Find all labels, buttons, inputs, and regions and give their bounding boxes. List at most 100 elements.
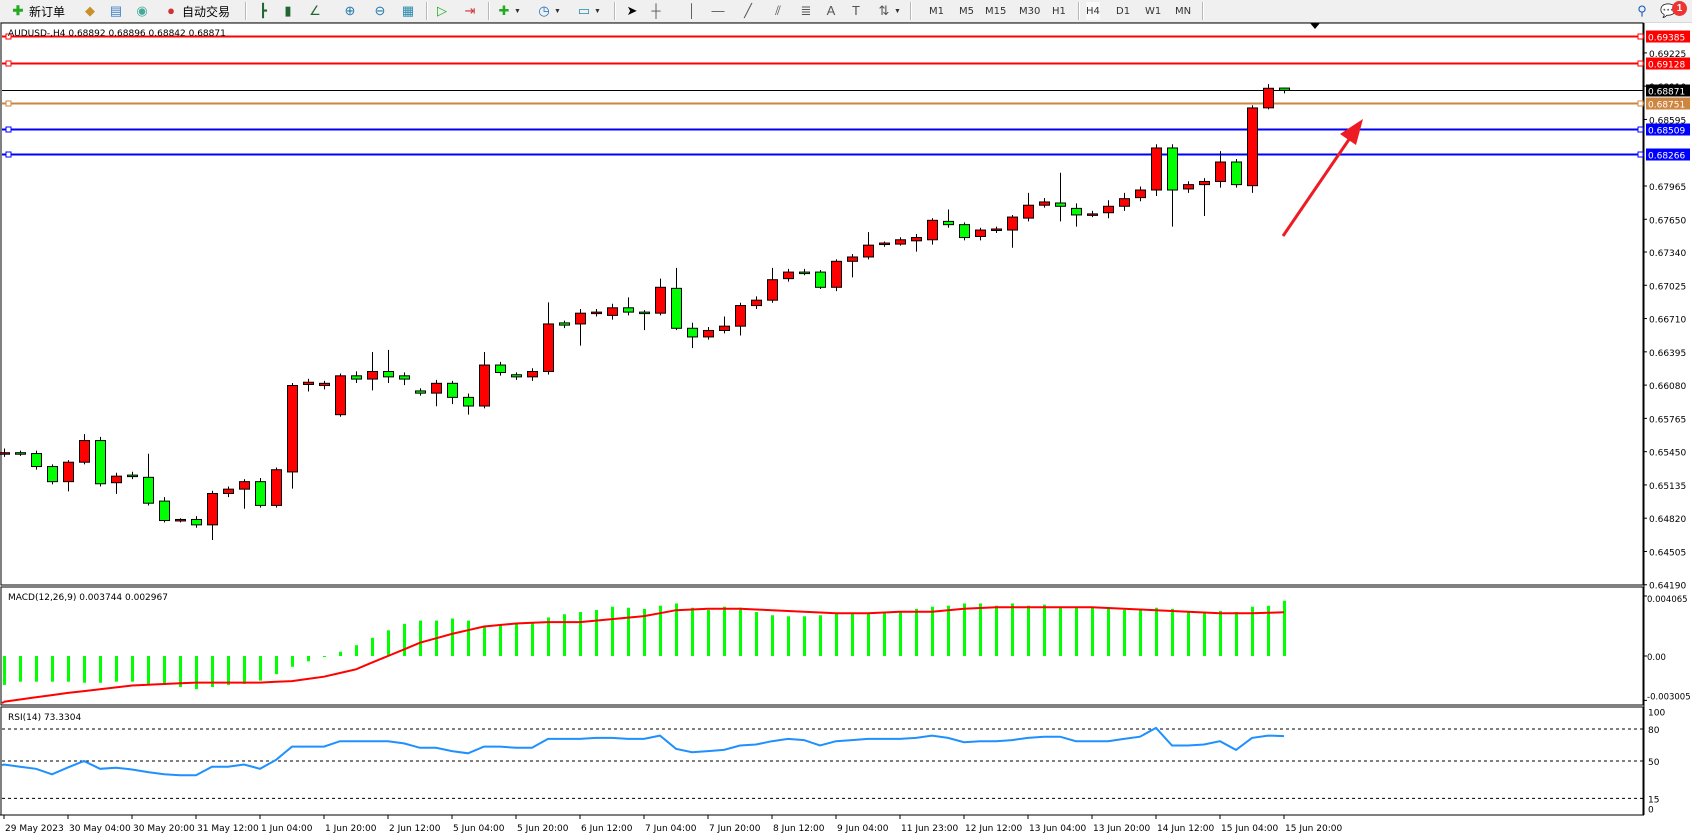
auto-trading-button[interactable]: ● 自动交易 [163,2,230,20]
candlestick-icon: ▮ [284,3,292,18]
macd-histogram-bar [851,613,854,656]
candle-bull [831,260,842,288]
candle-bull [991,228,1002,231]
chart-shift-marker-icon[interactable] [1310,23,1320,29]
candle-bull [1199,180,1210,186]
crosshair-button[interactable]: ┼ [648,2,664,20]
time-tick-label: 8 Jun 12:00 [773,824,825,834]
timeframe-m30[interactable]: M30 [1019,5,1041,17]
macd-signal-line [1,700,5,705]
candle-bull [751,299,762,307]
level-handle[interactable] [1637,100,1644,107]
new-order-button[interactable]: ✚ 新订单 [10,2,65,20]
vertical-line-button[interactable]: │ [684,2,700,20]
line-chart-button[interactable]: ∠ [307,2,323,20]
candle-bull [863,244,874,258]
main-pane[interactable] [0,22,1644,586]
candle-bull [719,325,730,331]
macd-histogram-bar [67,656,70,682]
indicators-button[interactable]: ✚ ▼ [496,2,521,20]
candle-bear [15,452,26,455]
macd-histogram-bar [99,656,102,683]
macd-histogram-bar [963,603,966,656]
chart-shift-button[interactable]: ⇥ [462,2,478,20]
level-handle[interactable] [5,126,12,133]
macd-histogram-bar [659,605,662,656]
history-center-button[interactable]: ◆ [82,2,98,20]
tile-windows-button[interactable]: ▦ [400,2,416,20]
time-tick-label: 14 Jun 12:00 [1157,824,1214,834]
macd-histogram-bar [515,622,518,656]
macd-histogram-bar [19,656,22,682]
level-handle[interactable] [1637,33,1644,40]
bar-chart-button[interactable]: ┣ [255,2,271,20]
time-tick-label: 9 Jun 04:00 [837,824,889,834]
level-handle[interactable] [5,100,12,107]
chevron-down-icon: ▼ [514,7,521,15]
text-button[interactable]: A [823,2,839,20]
rsi-label: RSI(14) 73.3304 [8,713,81,723]
candle-bear [463,396,474,407]
equidistant-channel-button[interactable]: ⫽ [770,2,786,20]
time-tick-label: 12 Jun 12:00 [965,824,1022,834]
macd-histogram-bar [707,609,710,656]
timeframe-w1[interactable]: W1 [1145,5,1162,17]
auto-trading-icon: ● [167,3,175,18]
timeframe-h1[interactable]: H1 [1052,5,1066,17]
level-handle[interactable] [5,33,12,40]
candle-bear [95,440,106,485]
arrows-button[interactable]: ⇅ ▼ [876,2,901,20]
text-icon: A [826,3,836,18]
text-label-button[interactable]: T [848,2,864,20]
macd-histogram-bar [563,614,566,656]
periods-button[interactable]: ◷ ▼ [536,2,561,20]
level-handle[interactable] [1637,151,1644,158]
auto-scroll-button[interactable]: ▷ [434,2,450,20]
timeframe-h4[interactable]: H4 [1086,2,1100,20]
search-icon: ⚲ [1637,3,1647,18]
annotation-arrow-shaft [1281,137,1352,237]
signal-button[interactable]: ◉ [134,2,150,20]
candle-bull [527,370,538,378]
macd-histogram-bar [483,627,486,656]
price-tick-label: 0.65135 [1649,482,1686,492]
horizontal-line-button[interactable]: — [710,2,726,20]
time-tick-label: 2 Jun 12:00 [389,824,441,834]
level-handle[interactable] [5,60,12,67]
candle-bull [1263,87,1274,109]
macd-histogram-bar [1043,604,1046,656]
level-handle[interactable] [1637,60,1644,67]
candle-bull [927,219,938,241]
line-chart-icon: ∠ [309,3,321,18]
zoom-out-button[interactable]: ⊖ [372,2,388,20]
price-tick-label: 0.64190 [1649,582,1686,592]
templates-button[interactable]: ▭ ▼ [576,2,601,20]
market-watch-button[interactable]: ▤ [108,2,124,20]
price-tick-label: 0.68595 [1649,116,1686,126]
candle-bull [895,239,906,245]
trendline-button[interactable]: ╱ [740,2,756,20]
cursor-button[interactable]: ➤ [624,2,640,20]
fibonacci-button[interactable]: ≣ [798,2,814,20]
candle-bull [111,475,122,484]
level-price-label: 0.68751 [1648,101,1685,111]
notification-badge: 1 [1672,1,1687,16]
candlestick-button[interactable]: ▮ [280,2,296,20]
zoom-in-button[interactable]: ⊕ [342,2,358,20]
price-tick-label: 0.65450 [1649,449,1686,459]
timeframe-mn[interactable]: MN [1175,5,1192,17]
macd-histogram-bar [259,656,262,681]
search-button[interactable]: ⚲ [1634,2,1650,20]
macd-histogram-bar [339,651,342,656]
macd-histogram-bar [419,620,422,656]
candle-bear [495,364,506,374]
timeframe-m15[interactable]: M15 [985,5,1007,17]
timeframe-m5[interactable]: M5 [959,5,974,17]
timeframe-d1[interactable]: D1 [1116,5,1131,17]
macd-histogram-bar [227,656,230,685]
timeframe-m1[interactable]: M1 [929,5,944,17]
level-handle[interactable] [1637,126,1644,133]
level-handle[interactable] [5,151,12,158]
candle-bull [735,305,746,327]
